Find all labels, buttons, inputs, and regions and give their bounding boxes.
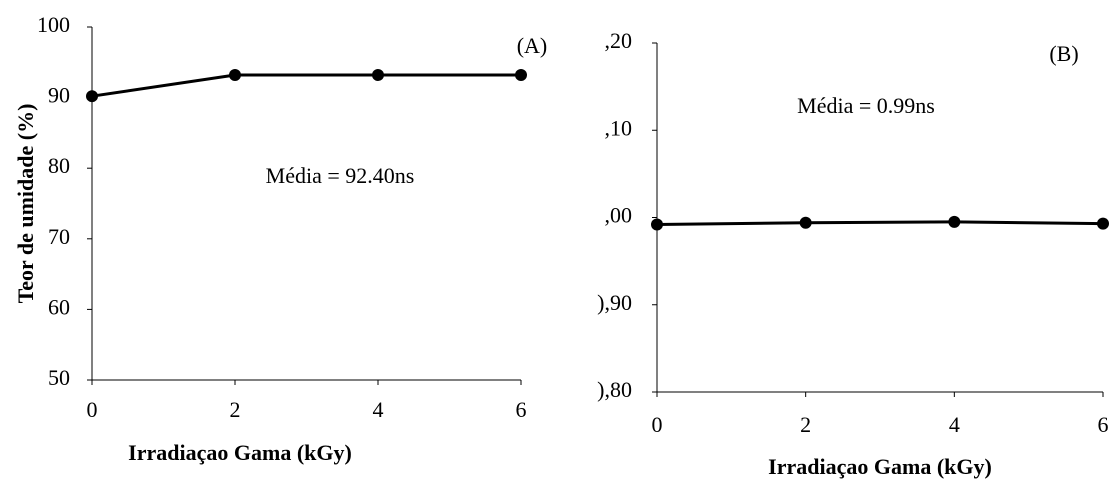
y-axis-label: Teor de umidade (%) [13,104,38,304]
x-tick-label: 6 [1098,412,1109,437]
data-point [229,69,241,82]
x-tick-label: 4 [949,412,960,437]
y-tick-label: ,20 [605,28,633,53]
data-point [651,218,663,231]
y-tick-label: ),80 [597,377,632,402]
data-point [948,215,961,228]
data-point [1097,217,1109,230]
annotation: Média = 0.99ns [797,93,935,118]
data-point [372,69,384,82]
data-point [799,216,812,229]
data-point [515,69,527,82]
x-tick-label: 6 [516,397,527,422]
x-tick-label: 0 [87,397,98,422]
x-tick-label: 4 [373,397,384,422]
annotation: (B) [1049,41,1078,66]
y-tick-label: ,10 [605,115,633,140]
y-tick-label: ),90 [597,290,632,315]
y-tick-label: 80 [48,153,70,178]
y-tick-label: 50 [48,365,70,390]
x-axis-label: Irradiaçao Gama (kGy) [128,440,352,465]
y-tick-label: 70 [48,224,70,249]
x-tick-label: 2 [230,397,241,422]
series-line [656,220,1104,226]
y-tick-label: 90 [48,83,70,108]
y-tick-label: ,00 [605,203,633,228]
y-tick-label: 100 [37,12,70,37]
y-tick-label: 60 [48,294,70,319]
x-axis-label: Irradiaçao Gama (kGy) [768,454,992,479]
data-point [86,90,98,103]
x-tick-label: 2 [800,412,811,437]
annotation: (A) [517,33,548,58]
annotation: Média = 92.40ns [266,163,415,188]
x-tick-label: 0 [652,412,663,437]
series-line [91,73,521,98]
